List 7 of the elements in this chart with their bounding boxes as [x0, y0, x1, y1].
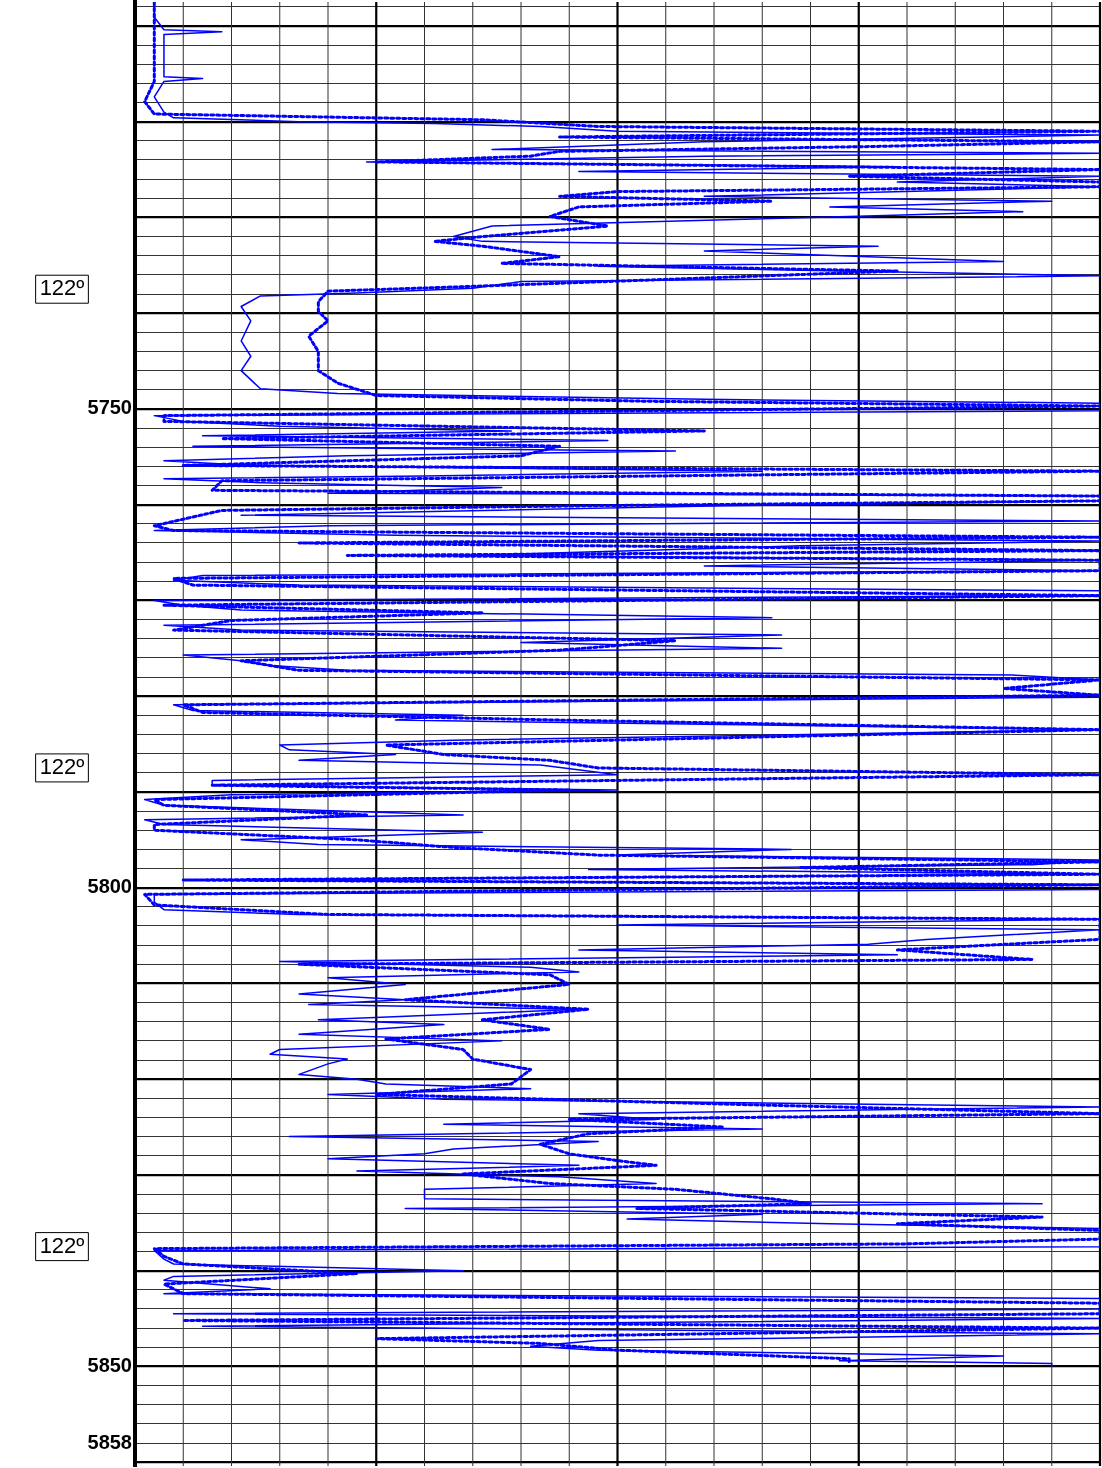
text: 122º — [39, 275, 85, 301]
text: 122º — [39, 753, 85, 779]
y-tick-label: 5850 — [87, 1353, 132, 1376]
text: 122º — [39, 1232, 85, 1258]
y-tick-label: 5858 — [87, 1430, 132, 1453]
y-tick-label: 5750 — [87, 396, 132, 419]
y-tick-label: 5800 — [87, 875, 132, 898]
